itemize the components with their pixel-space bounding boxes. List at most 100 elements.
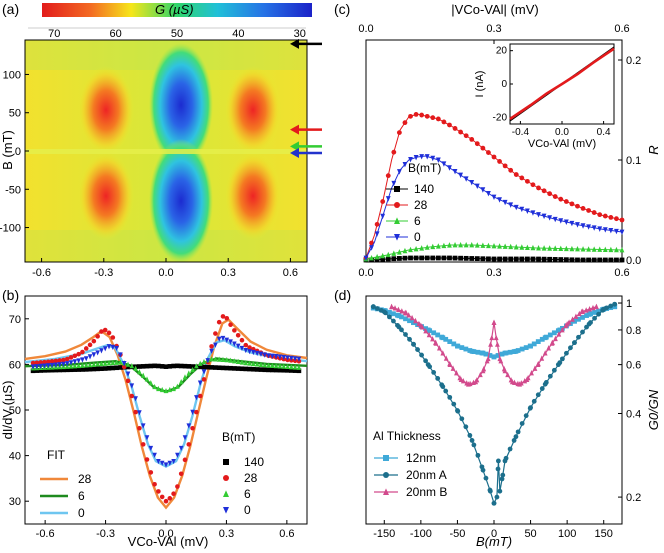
data-point <box>597 246 603 252</box>
data-legend-title: B(mT) <box>222 430 255 444</box>
data-point <box>573 313 579 319</box>
fit-legend-label-28: 28 <box>78 472 92 486</box>
data-point <box>270 367 275 373</box>
data-point <box>576 316 581 322</box>
data-point <box>463 424 469 430</box>
fit-legend-label-0: 0 <box>78 506 85 520</box>
data-point <box>34 364 40 370</box>
data-point <box>140 442 146 447</box>
data-point <box>423 327 429 334</box>
data-point <box>602 213 608 219</box>
data-point <box>220 365 226 371</box>
data-point <box>251 349 256 356</box>
series-20nm B <box>389 303 599 387</box>
data-point <box>451 341 457 347</box>
data-point <box>171 363 176 369</box>
data-point <box>591 246 597 252</box>
colorbar-tick-30: 30 <box>294 28 306 40</box>
inset-xlabel: VCo-VAl (mV) <box>528 138 596 150</box>
data-point <box>178 445 184 452</box>
data-point <box>474 183 480 190</box>
data-point <box>239 366 245 372</box>
data-point <box>474 242 480 248</box>
data-point <box>296 356 302 362</box>
x-tick-label-0.6: 0.6 <box>614 267 629 279</box>
data-point <box>235 343 241 349</box>
arrow-head <box>290 141 299 152</box>
data-point <box>431 330 437 336</box>
data-point <box>586 257 592 263</box>
data-legend-label-28: 28 <box>244 471 258 485</box>
data-point <box>95 366 100 372</box>
data-point <box>178 471 184 477</box>
data-point <box>447 394 453 400</box>
y-tick-label-0: 0 <box>15 146 21 158</box>
arrow-28mT <box>290 124 322 135</box>
panel-c-inset: -0.4 0.0 0.4 20 0 -20 VCo-VAl (mV) I (nA) <box>474 43 615 150</box>
data-point <box>447 165 452 171</box>
data-point <box>262 362 268 368</box>
data-point <box>469 179 475 186</box>
data-point <box>38 363 43 370</box>
data-point <box>495 341 500 347</box>
data-point <box>243 347 249 354</box>
data-point <box>277 363 283 369</box>
data-point <box>167 386 173 393</box>
data-point <box>144 363 150 369</box>
data-point <box>262 367 268 373</box>
data-point <box>451 401 457 407</box>
data-point <box>213 365 218 370</box>
data-point <box>530 182 536 188</box>
heatmap <box>25 40 307 262</box>
data-point <box>536 256 541 262</box>
data-point <box>102 360 108 366</box>
data-point <box>513 204 519 211</box>
data-point <box>190 364 195 369</box>
data-point <box>277 354 283 360</box>
data-point <box>455 343 460 349</box>
data-point <box>152 383 157 390</box>
data-point <box>258 361 264 367</box>
x-tick-label-50: 50 <box>524 528 536 540</box>
data-point <box>614 216 619 222</box>
data-point <box>547 332 553 338</box>
data-point <box>235 332 241 338</box>
data-legend-marker-28 <box>223 475 229 481</box>
data-point <box>519 206 525 213</box>
data-point <box>591 225 597 231</box>
data-point <box>452 242 458 248</box>
data-point <box>436 345 442 351</box>
data-point <box>430 336 435 342</box>
data-point <box>502 367 508 374</box>
data-point <box>148 445 154 452</box>
data-point <box>575 245 580 252</box>
data-point <box>68 360 74 366</box>
data-point <box>536 212 541 218</box>
series-20nm A <box>370 301 618 506</box>
inset-y-label-0: 0 <box>501 79 507 90</box>
data-point <box>475 452 481 458</box>
data-point <box>80 362 85 368</box>
data-point <box>552 245 558 251</box>
data-point <box>403 316 408 322</box>
data-point <box>463 176 469 182</box>
data-point <box>235 366 241 371</box>
panel-c-legend: B(mT) 140 28 6 0 <box>386 161 441 244</box>
y-tick-label--50: -50 <box>5 184 21 196</box>
data-point <box>148 363 154 369</box>
data-point <box>519 244 525 250</box>
data-point <box>558 257 564 262</box>
data-point <box>576 310 582 317</box>
data-point <box>99 348 104 354</box>
data-point <box>370 304 376 310</box>
data-point <box>530 244 536 251</box>
data-point <box>137 410 142 416</box>
data-point <box>363 255 369 261</box>
data-point <box>580 246 586 252</box>
data-point <box>458 129 464 135</box>
data-point <box>502 163 508 169</box>
data-point <box>541 245 547 251</box>
data-point <box>551 367 557 373</box>
data-point <box>137 364 142 369</box>
data-point <box>292 368 298 373</box>
